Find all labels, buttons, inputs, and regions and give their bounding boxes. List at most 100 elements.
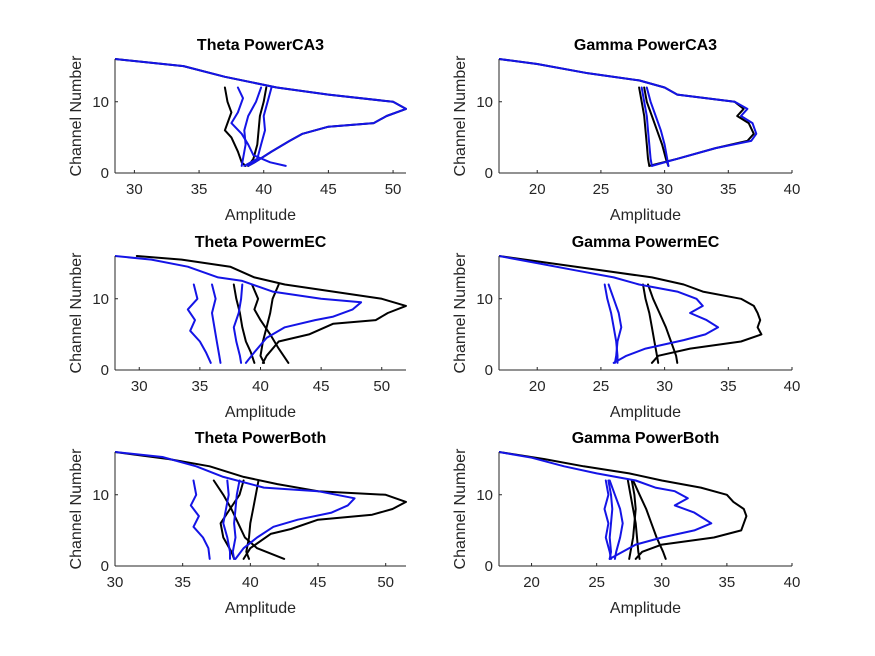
- y-tick-label: 0: [101, 558, 109, 575]
- y-tick-label: 10: [476, 291, 493, 308]
- x-tick-label: 25: [593, 378, 610, 395]
- x-tick-label: 45: [310, 574, 327, 591]
- y-tick-label: 0: [485, 558, 493, 575]
- x-tick-label: 30: [107, 574, 124, 591]
- x-tick-label: 40: [784, 574, 801, 591]
- series-line-3: [219, 479, 245, 560]
- y-axis-label: Channel Number: [452, 448, 469, 570]
- series-line-1: [115, 451, 407, 560]
- series-line-3: [647, 283, 679, 364]
- subplot-6: 20 25 30 35 40 0 10 Gamma PowerBoth Amplitude Cha…: [452, 430, 800, 617]
- x-axis-label: Amplitude: [610, 207, 681, 224]
- y-tick-label: 10: [92, 487, 109, 504]
- series-line-2: [638, 86, 651, 167]
- x-tick-label: 25: [593, 181, 610, 198]
- series-line-5: [640, 86, 653, 167]
- series-line-4: [245, 479, 260, 560]
- y-tick-label: 0: [101, 362, 109, 379]
- x-axis-label: Amplitude: [610, 600, 681, 617]
- series-line-7: [115, 58, 407, 167]
- y-tick-label: 10: [92, 94, 109, 111]
- y-tick-label: 0: [485, 165, 493, 182]
- x-tick-label: 35: [720, 378, 737, 395]
- y-tick-label: 10: [476, 487, 493, 504]
- series-line-5: [115, 451, 356, 560]
- subplot-title: Gamma PowerCA3: [574, 37, 717, 54]
- x-axis-label: Amplitude: [225, 404, 296, 421]
- x-tick-label: 50: [373, 378, 390, 395]
- x-tick-label: 35: [719, 574, 736, 591]
- series-group: [115, 451, 407, 560]
- x-tick-label: 30: [131, 378, 148, 395]
- x-tick-label: 35: [192, 378, 209, 395]
- subplot-3: 30 35 40 45 50 0 10 Theta PowermEC Amplitude Chan…: [68, 234, 407, 421]
- x-tick-label: 40: [784, 181, 801, 198]
- series-line-6: [189, 479, 211, 560]
- series-line-3: [632, 479, 667, 560]
- series-group: [115, 255, 407, 364]
- series-line-8: [231, 479, 241, 560]
- x-tick-label: 20: [529, 378, 546, 395]
- x-axis-label: Amplitude: [225, 207, 296, 224]
- series-line-2: [626, 479, 641, 560]
- y-tick-label: 0: [485, 362, 493, 379]
- series-line-5: [115, 255, 363, 364]
- y-axis-label: Channel Number: [68, 448, 85, 570]
- y-axis-label: Channel Number: [452, 55, 469, 177]
- y-tick-label: 0: [101, 165, 109, 182]
- subplot-title: Theta PowermEC: [195, 234, 327, 251]
- series-line-6: [240, 86, 263, 167]
- subplot-2: 20 25 30 35 40 0 10 Gamma PowerCA3 Amplitude Chan…: [452, 37, 800, 224]
- series-line-7: [211, 283, 222, 364]
- series-line-8: [607, 479, 614, 560]
- subplot-title: Gamma PowerBoth: [572, 430, 720, 447]
- series-line-2: [232, 283, 256, 364]
- series-line-6: [603, 479, 612, 560]
- series-line-1: [499, 451, 748, 560]
- x-tick-label: 20: [523, 574, 540, 591]
- x-tick-label: 35: [720, 181, 737, 198]
- x-tick-label: 40: [252, 378, 269, 395]
- series-line-2: [642, 283, 660, 364]
- series-line-5: [499, 451, 713, 560]
- x-tick-label: 45: [313, 378, 330, 395]
- series-line-6: [607, 283, 623, 364]
- subplot-title: Theta PowerBoth: [195, 430, 327, 447]
- series-line-4: [499, 58, 758, 167]
- x-tick-label: 35: [174, 574, 191, 591]
- x-tick-label: 25: [588, 574, 605, 591]
- series-line-8: [232, 283, 244, 364]
- x-axis-label: Amplitude: [225, 600, 296, 617]
- x-tick-label: 35: [191, 181, 208, 198]
- x-tick-label: 20: [529, 181, 546, 198]
- series-line-4: [499, 255, 720, 364]
- series-line-2: [247, 86, 268, 167]
- series-line-5: [243, 86, 273, 167]
- series-line-4: [628, 479, 637, 560]
- series-group: [499, 451, 748, 560]
- subplot-title: Gamma PowermEC: [572, 234, 720, 251]
- y-axis-label: Channel Number: [68, 252, 85, 374]
- series-group: [499, 58, 758, 167]
- x-tick-label: 40: [255, 181, 272, 198]
- series-line-6: [645, 86, 670, 167]
- y-axis-label: Channel Number: [452, 252, 469, 374]
- x-tick-label: 30: [656, 378, 673, 395]
- x-tick-label: 30: [656, 181, 673, 198]
- series-line-4: [259, 283, 280, 364]
- series-line-1: [499, 58, 755, 167]
- series-line-2: [212, 479, 286, 560]
- x-tick-label: 30: [653, 574, 670, 591]
- y-axis-label: Channel Number: [68, 55, 85, 177]
- series-line-7: [608, 479, 624, 560]
- series-line-6: [186, 283, 212, 364]
- series-group: [499, 255, 763, 364]
- subplot-title: Theta PowerCA3: [197, 37, 324, 54]
- x-tick-label: 50: [385, 181, 402, 198]
- series-line-1: [223, 86, 247, 167]
- x-tick-label: 40: [242, 574, 259, 591]
- series-line-4: [230, 86, 287, 167]
- x-tick-label: 30: [126, 181, 143, 198]
- series-line-3: [643, 86, 670, 167]
